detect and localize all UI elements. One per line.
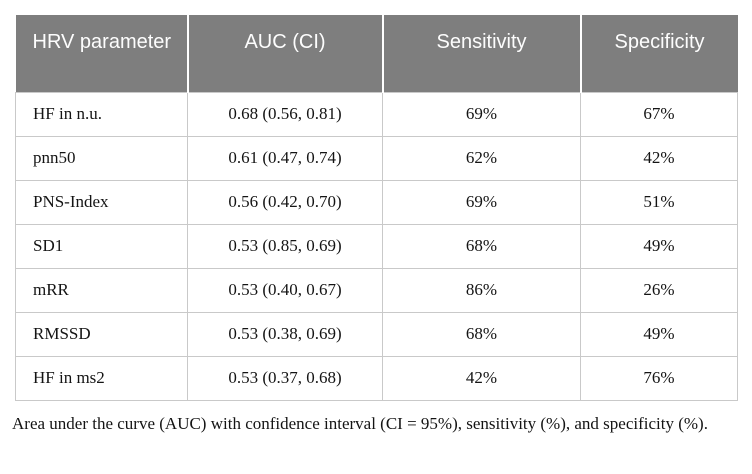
hrv-parameter-cell: PNS-Index <box>15 179 188 225</box>
table-row: mRR 0.53 (0.40, 0.67) 86% 26% <box>15 267 738 313</box>
sensitivity-cell: 68% <box>382 223 581 269</box>
table-row: SD1 0.53 (0.85, 0.69) 68% 49% <box>15 223 738 269</box>
sensitivity-cell: 42% <box>382 355 581 401</box>
specificity-cell: 49% <box>580 223 738 269</box>
hrv-results-table: HRV parameter AUC (CI) Sensitivity Speci… <box>15 15 738 401</box>
table-footnote: Area under the curve (AUC) with confiden… <box>12 414 708 433</box>
auc-cell: 0.56 (0.42, 0.70) <box>187 179 383 225</box>
specificity-cell: 76% <box>580 355 738 401</box>
hrv-parameter-cell: RMSSD <box>15 311 188 357</box>
specificity-cell: 51% <box>580 179 738 225</box>
sensitivity-cell: 69% <box>382 91 581 137</box>
specificity-cell: 49% <box>580 311 738 357</box>
auc-cell: 0.53 (0.38, 0.69) <box>187 311 383 357</box>
table-row: HF in ms2 0.53 (0.37, 0.68) 42% 76% <box>15 355 738 401</box>
column-header-sensitivity: Sensitivity <box>381 15 581 92</box>
specificity-cell: 67% <box>580 91 738 137</box>
specificity-cell: 42% <box>580 135 738 181</box>
auc-cell: 0.53 (0.37, 0.68) <box>187 355 383 401</box>
table-row: PNS-Index 0.56 (0.42, 0.70) 69% 51% <box>15 179 738 225</box>
hrv-parameter-cell: pnn50 <box>15 135 188 181</box>
hrv-parameter-cell: HF in ms2 <box>15 355 188 401</box>
sensitivity-cell: 86% <box>382 267 581 313</box>
sensitivity-cell: 68% <box>382 311 581 357</box>
auc-cell: 0.53 (0.85, 0.69) <box>187 223 383 269</box>
hrv-parameter-cell: mRR <box>15 267 188 313</box>
hrv-parameter-cell: SD1 <box>15 223 188 269</box>
auc-cell: 0.53 (0.40, 0.67) <box>187 267 383 313</box>
sensitivity-cell: 62% <box>382 135 581 181</box>
hrv-parameter-cell: HF in n.u. <box>15 91 188 137</box>
auc-cell: 0.61 (0.47, 0.74) <box>187 135 383 181</box>
table-row: RMSSD 0.53 (0.38, 0.69) 68% 49% <box>15 311 738 357</box>
column-header-hrv-parameter: HRV parameter <box>15 15 188 92</box>
auc-cell: 0.68 (0.56, 0.81) <box>187 91 383 137</box>
table-row: HF in n.u. 0.68 (0.56, 0.81) 69% 67% <box>15 91 738 137</box>
table-row: pnn50 0.61 (0.47, 0.74) 62% 42% <box>15 135 738 181</box>
sensitivity-cell: 69% <box>382 179 581 225</box>
specificity-cell: 26% <box>580 267 738 313</box>
column-header-auc-ci: AUC (CI) <box>186 15 383 92</box>
header-row: HRV parameter AUC (CI) Sensitivity Speci… <box>15 15 738 92</box>
column-header-specificity: Specificity <box>579 15 738 92</box>
